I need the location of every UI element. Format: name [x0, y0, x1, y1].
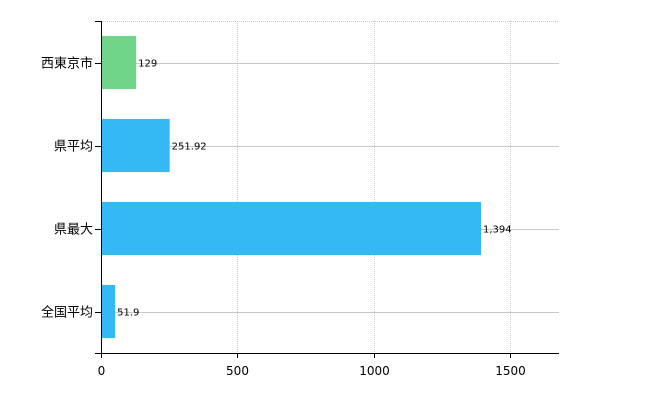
axis-layer	[95, 21, 559, 358]
data-label-3: 1,394	[483, 225, 512, 236]
grid-layer	[101, 21, 559, 353]
label-layer: 129 西東京市 251.92 県平均 1,394 県最大 51.9 全国平均 0 500 1000…	[41, 56, 526, 379]
bar-2	[101, 118, 170, 173]
data-label-1: 129	[138, 59, 157, 70]
category-label-3: 県最大	[54, 223, 93, 238]
bar-4	[101, 284, 116, 339]
category-label-4: 全国平均	[41, 305, 93, 321]
data-label-2: 251.92	[172, 142, 207, 153]
x-tick-label-4: 1500	[495, 364, 526, 378]
x-tick-label-3: 1000	[359, 364, 390, 378]
bar-1	[101, 35, 137, 90]
bar-layer	[101, 35, 482, 339]
bar-3	[101, 201, 482, 256]
data-label-4: 51.9	[117, 308, 139, 319]
x-tick-label-2: 500	[226, 364, 249, 378]
x-tick-label-1: 0	[98, 364, 106, 378]
category-label-2: 県平均	[54, 140, 93, 155]
category-label-1: 西東京市	[41, 56, 93, 72]
